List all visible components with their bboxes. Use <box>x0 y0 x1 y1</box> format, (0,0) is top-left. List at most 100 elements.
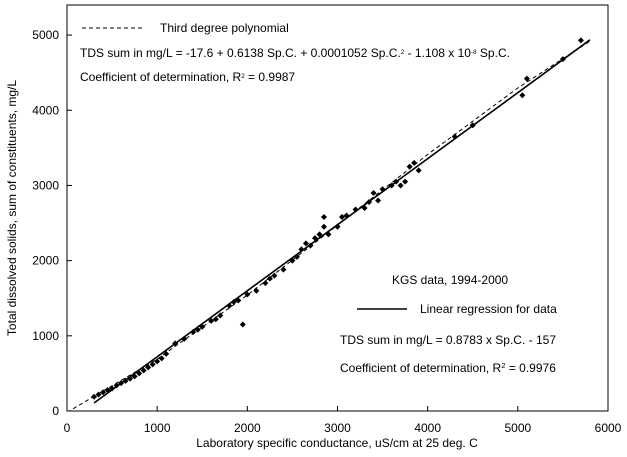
data-point <box>190 329 197 336</box>
x-tick-label: 0 <box>64 421 71 435</box>
annotation-text: KGS data, 1994-2000 <box>392 273 508 287</box>
data-point <box>127 375 134 382</box>
data-point <box>208 317 215 324</box>
data-point <box>320 223 327 230</box>
x-tick-label: 3000 <box>324 421 351 435</box>
x-tick-label: 1000 <box>144 421 171 435</box>
data-point <box>519 92 526 99</box>
data-point <box>235 297 242 304</box>
data-point <box>339 214 346 221</box>
annotation-text: - 1.108 x 10 <box>404 46 471 60</box>
data-point <box>118 380 125 387</box>
data-point <box>370 189 377 196</box>
data-point <box>352 206 359 213</box>
data-point <box>280 266 287 273</box>
plot-frame <box>66 4 609 412</box>
data-point <box>451 133 458 140</box>
annotation-text: TDS sum in mg/L = -17.6 + 0.6138 Sp.C. +… <box>80 46 401 60</box>
y-tick-label: 1000 <box>32 329 59 343</box>
data-point <box>302 240 309 247</box>
data-point <box>154 358 161 365</box>
annotation: KGS data, 1994-2000 <box>392 273 508 287</box>
data-point <box>113 382 120 389</box>
data-point <box>411 159 418 166</box>
data-point <box>271 272 278 279</box>
y-tick-label: 3000 <box>32 178 59 192</box>
annotation: Coefficient of determination, R2 = 0.998… <box>80 70 295 84</box>
data-point <box>361 205 368 211</box>
data-point <box>375 197 382 204</box>
annotation-text: Sp.C. <box>477 46 510 60</box>
annotation-text: Coefficient of determination, R <box>80 70 242 84</box>
annotation-text: TDS sum in mg/L = 0.8783 x Sp.C. - 157 <box>340 333 556 347</box>
data-point <box>253 287 260 294</box>
data-point <box>343 212 350 219</box>
legend-label: Linear regression for data <box>420 302 557 316</box>
data-point <box>406 163 413 170</box>
data-point <box>91 393 98 400</box>
annotation: TDS sum in mg/L = 0.8783 x Sp.C. - 157 <box>340 333 556 347</box>
x-axis-label: Laboratory specific conductance, uS/cm a… <box>196 436 478 450</box>
data-point <box>402 178 409 185</box>
legend-label: Third degree polynomial <box>160 21 289 35</box>
data-point <box>199 323 206 330</box>
annotation: TDS sum in mg/L = -17.6 + 0.6138 Sp.C. +… <box>80 46 510 60</box>
data-point <box>212 316 219 323</box>
x-tick-label: 6000 <box>595 421 622 435</box>
y-tick-label: 4000 <box>32 103 59 117</box>
data-point <box>415 167 422 174</box>
data-point <box>244 291 251 298</box>
data-point <box>559 56 566 63</box>
data-point <box>393 178 400 185</box>
data-point <box>289 257 296 264</box>
data-point <box>311 235 318 242</box>
data-point <box>95 391 102 398</box>
data-point <box>136 370 143 377</box>
data-point <box>131 373 138 380</box>
data-point <box>320 214 327 221</box>
data-point <box>397 182 404 189</box>
y-tick-label: 0 <box>52 404 59 418</box>
data-point <box>145 364 152 371</box>
y-tick-label: 2000 <box>32 254 59 268</box>
data-point <box>158 355 165 362</box>
data-point <box>181 335 188 342</box>
data-point <box>230 298 237 305</box>
x-tick-label: 2000 <box>234 421 261 435</box>
data-point <box>239 321 246 328</box>
data-point <box>100 389 107 396</box>
data-point <box>217 312 224 319</box>
data-point <box>469 122 476 129</box>
data-point <box>140 367 147 374</box>
superscript: 2 <box>501 361 505 370</box>
superscript: 2 <box>241 73 245 80</box>
data-point <box>523 75 530 82</box>
data-point <box>379 186 386 193</box>
annotation-text: = 0.9987 <box>245 70 296 84</box>
data-point <box>388 182 395 189</box>
superscript: -8 <box>471 49 477 56</box>
x-tick-label: 4000 <box>414 421 441 435</box>
data-point <box>163 350 170 357</box>
data-point <box>577 37 584 44</box>
data-point <box>262 280 269 287</box>
data-point <box>293 253 300 260</box>
annotation-text: Coefficient of determination, R <box>340 361 502 375</box>
annotation: Coefficient of determination, R2 = 0.997… <box>340 361 556 376</box>
data-point <box>266 275 273 282</box>
data-point <box>109 385 116 392</box>
y-axis-label: Total dissolved solids, sum of constitue… <box>5 80 19 336</box>
data-point <box>172 340 179 347</box>
data-point <box>298 246 305 253</box>
data-point <box>149 361 156 368</box>
data-point <box>307 242 314 249</box>
data-point <box>226 302 233 309</box>
annotation-text: = 0.9976 <box>505 361 556 375</box>
data-point <box>122 377 129 384</box>
data-point <box>316 231 323 238</box>
fit-line <box>93 39 591 404</box>
y-tick-label: 5000 <box>32 28 59 42</box>
x-tick-label: 5000 <box>504 421 531 435</box>
data-point <box>194 326 201 333</box>
